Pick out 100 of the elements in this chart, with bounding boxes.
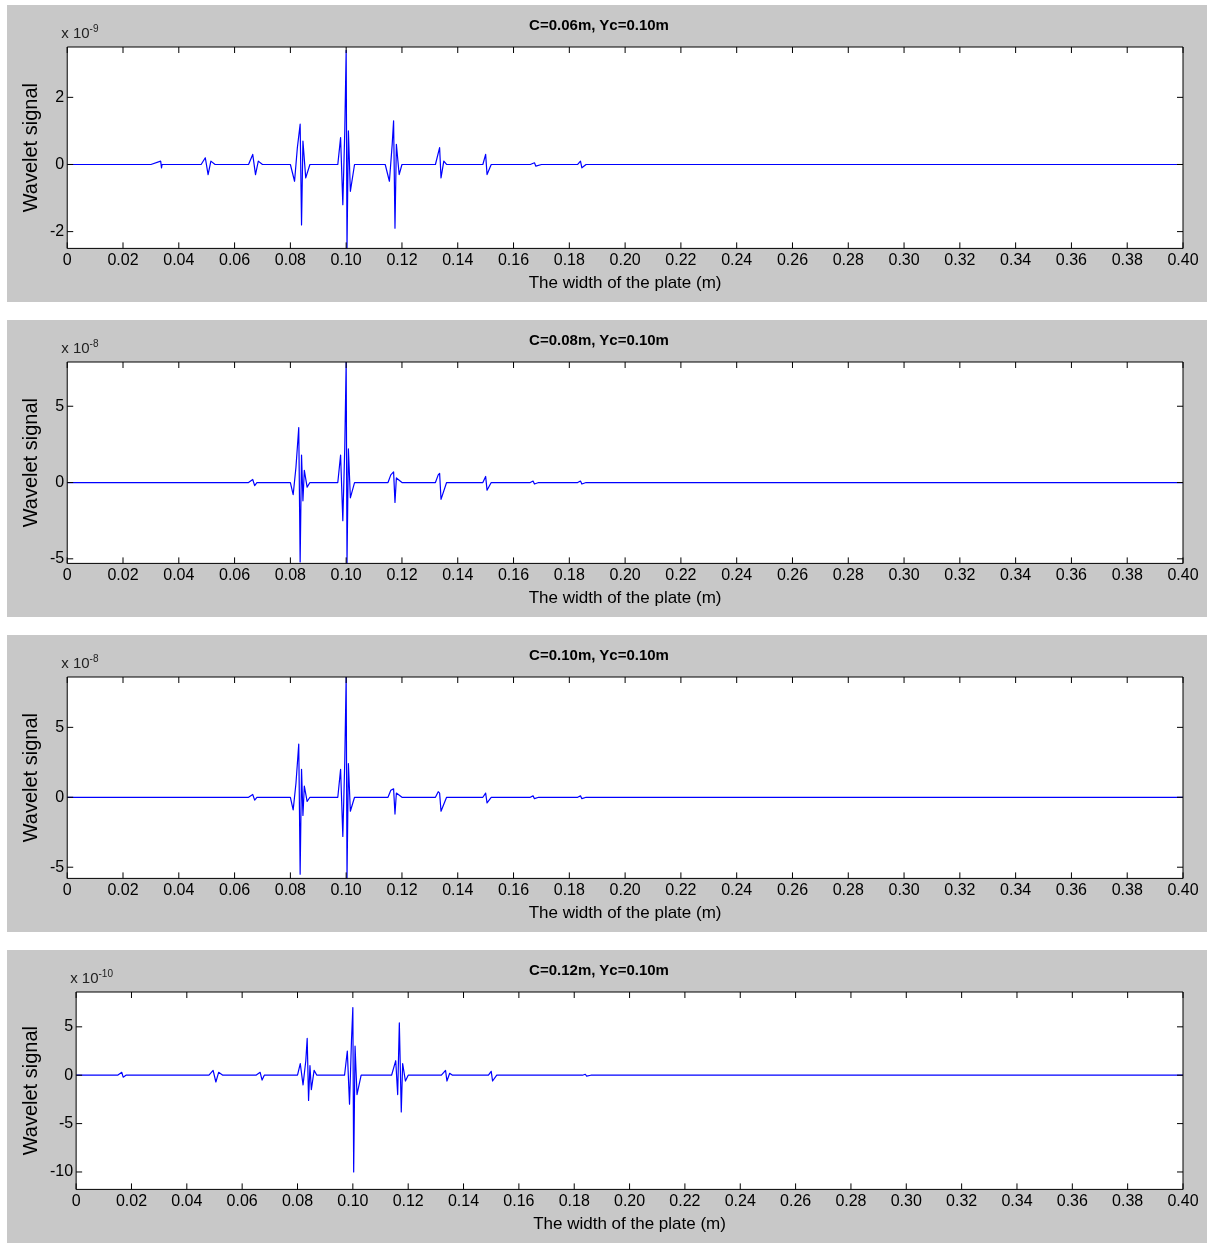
- x-tick-label: 0.26: [776, 881, 809, 899]
- x-tick-label: 0.06: [226, 1192, 258, 1210]
- x-tick-label: 0.34: [1000, 566, 1032, 584]
- x-tick-label: 0.06: [219, 566, 251, 584]
- x-axis-title: The width of the plate (m): [528, 588, 722, 608]
- x-tick-label: 0.16: [497, 251, 530, 269]
- x-tick-label: 0.12: [386, 881, 418, 899]
- x-tick-label: 0.38: [1111, 881, 1143, 899]
- x-tick-label: 0.32: [944, 566, 976, 584]
- y-tick-label: -10: [50, 1162, 74, 1180]
- x-tick-label: 0.18: [553, 251, 585, 269]
- x-tick-label: 0.18: [553, 566, 585, 584]
- x-tick-label: 0.02: [107, 566, 139, 584]
- x-tick-label: 0.02: [107, 251, 139, 269]
- x-tick-label: 0.20: [609, 566, 641, 584]
- x-axis-title: The width of the plate (m): [528, 903, 722, 923]
- y-tick-label: 5: [55, 717, 65, 735]
- x-axis-title: The width of the plate (m): [533, 1214, 726, 1234]
- x-tick-label: 0.34: [1000, 881, 1032, 899]
- x-tick-label: 0.18: [558, 1192, 590, 1210]
- x-tick-label: 0.24: [721, 566, 753, 584]
- y-axis-title: Wavelet signal: [18, 1026, 41, 1156]
- x-tick-label: 0.40: [1167, 566, 1199, 584]
- x-tick-label: 0.32: [946, 1192, 978, 1210]
- x-tick-label: 0.04: [163, 251, 195, 269]
- x-tick-label: 0.14: [447, 1192, 480, 1210]
- y-axis-title: Wavelet signal: [18, 83, 41, 213]
- x-tick-label: 0.30: [888, 251, 920, 269]
- x-tick-label: 0.20: [613, 1192, 646, 1210]
- x-tick-label: 0.22: [665, 251, 697, 269]
- y-tick-label: 2: [55, 87, 65, 105]
- x-tick-label: 0.10: [330, 566, 362, 584]
- x-tick-label: 0.24: [724, 1192, 756, 1210]
- x-tick-label: 0.06: [219, 251, 251, 269]
- x-tick-label: 0.08: [281, 1192, 314, 1210]
- x-axis-title: The width of the plate (m): [528, 273, 722, 293]
- x-tick-label: 0.22: [665, 566, 697, 584]
- x-tick-label: 0.26: [780, 1192, 812, 1210]
- text: x 10$^{-8}$: [61, 338, 99, 356]
- x-tick-label: 0.24: [721, 251, 753, 269]
- x-tick-label: 0.26: [776, 251, 809, 269]
- x-tick-label: 0.34: [1000, 251, 1032, 269]
- x-tick-label: 0.12: [392, 1192, 424, 1210]
- x-tick-label: 0.40: [1167, 1192, 1199, 1210]
- chart-title: C=0.06m, Yc=0.10m: [529, 16, 669, 34]
- x-tick-label: 0.32: [944, 251, 976, 269]
- x-tick-label: 0.14: [442, 251, 474, 269]
- x-tick-label: 0.34: [1001, 1192, 1033, 1210]
- x-tick-label: 0.06: [219, 881, 251, 899]
- x-tick-label: 0.28: [832, 881, 864, 899]
- y-axis-title: Wavelet signal: [18, 398, 41, 528]
- x-tick-label: 0.28: [835, 1192, 867, 1210]
- x-tick-label: 0.04: [163, 881, 195, 899]
- text: x 10$^{-10}$: [70, 968, 113, 986]
- x-tick-label: 0.16: [497, 566, 530, 584]
- text: x 10$^{-8}$: [61, 653, 99, 671]
- x-tick-label: 0.36: [1056, 1192, 1088, 1210]
- y-tick-label: -5: [49, 549, 65, 567]
- y-axis-title: Wavelet signal: [18, 713, 41, 843]
- x-tick-label: 0.10: [330, 251, 362, 269]
- x-tick-label: 0.30: [888, 566, 920, 584]
- x-tick-label: 0.32: [944, 881, 976, 899]
- y-tick-label: -2: [49, 222, 65, 240]
- x-tick-label: 0.28: [832, 251, 864, 269]
- x-tick-label: 0.16: [503, 1192, 535, 1210]
- y-tick-label: 0: [55, 472, 65, 490]
- text: x 10$^{-9}$: [61, 23, 99, 41]
- x-tick-label: 0.14: [442, 881, 474, 899]
- y-tick-label: 5: [64, 1017, 74, 1035]
- y-tick-label: 5: [55, 396, 65, 414]
- x-tick-label: 0.04: [163, 566, 195, 584]
- x-tick-label: 0.20: [609, 251, 641, 269]
- x-tick-label: 0.36: [1055, 566, 1088, 584]
- x-tick-label: 0.22: [669, 1192, 701, 1210]
- x-tick-label: 0.38: [1111, 251, 1143, 269]
- x-tick-label: 0.30: [890, 1192, 922, 1210]
- x-tick-label: 0.20: [609, 881, 641, 899]
- x-tick-label: 0.38: [1111, 566, 1143, 584]
- x-tick-label: 0.22: [665, 881, 697, 899]
- x-tick-label: 0.10: [330, 881, 362, 899]
- x-tick-label: 0.08: [274, 566, 307, 584]
- chart-title: C=0.08m, Yc=0.10m: [529, 331, 669, 349]
- y-tick-label: -5: [49, 857, 65, 875]
- x-tick-label: 0.10: [337, 1192, 369, 1210]
- y-tick-label: 0: [55, 787, 65, 805]
- x-tick-label: 0.24: [721, 881, 753, 899]
- x-tick-label: 0.30: [888, 881, 920, 899]
- x-tick-label: 0.26: [776, 566, 809, 584]
- x-tick-label: 0.12: [386, 251, 418, 269]
- x-tick-label: 0.36: [1055, 251, 1088, 269]
- x-tick-label: 0.16: [497, 881, 530, 899]
- chart-title: C=0.12m, Yc=0.10m: [529, 961, 669, 979]
- x-tick-label: 0.38: [1112, 1192, 1144, 1210]
- x-tick-label: 0.02: [107, 881, 139, 899]
- x-tick-label: 0.40: [1167, 881, 1199, 899]
- x-tick-label: 0.28: [832, 566, 864, 584]
- x-tick-label: 0.04: [171, 1192, 203, 1210]
- x-tick-label: 0.02: [115, 1192, 148, 1210]
- x-tick-label: 0.12: [386, 566, 418, 584]
- y-tick-label: -5: [58, 1114, 74, 1132]
